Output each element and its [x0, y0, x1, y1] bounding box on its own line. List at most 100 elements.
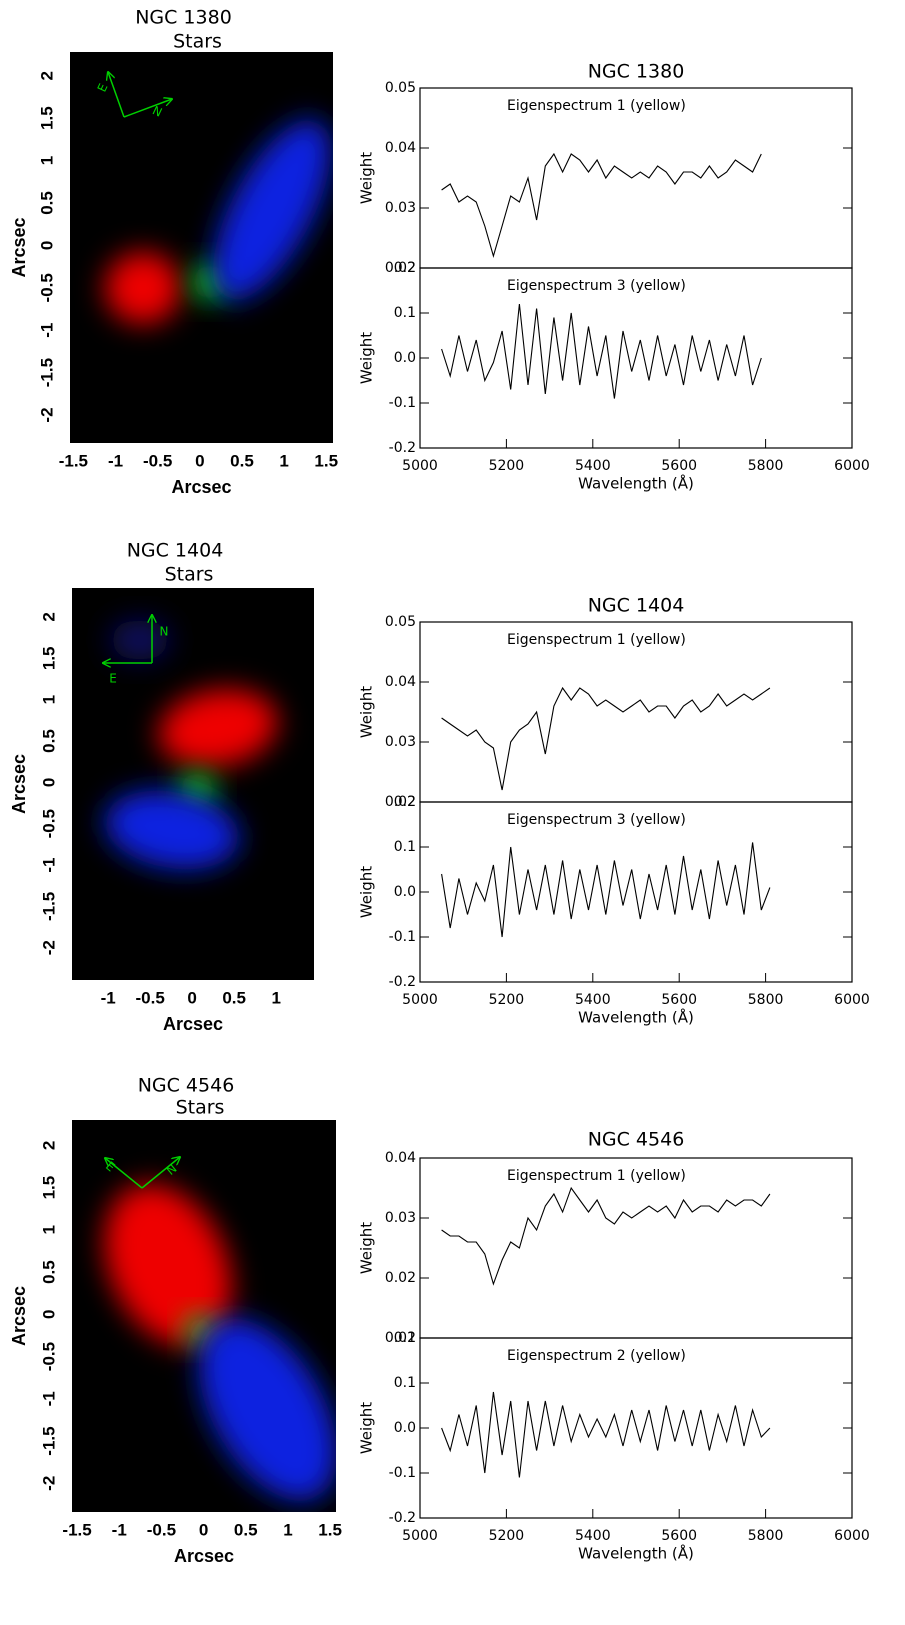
- y-axis-label: Weight: [358, 686, 376, 738]
- x-tick-label: 0.5: [230, 451, 254, 470]
- y-tick-label: 0.05: [385, 80, 416, 96]
- annotation: Eigenspectrum 3 (yellow): [507, 278, 686, 294]
- x-tick-label: 5000: [402, 992, 438, 1008]
- x-tick-label: 0: [187, 988, 196, 1007]
- y-tick-label: 0: [37, 241, 56, 250]
- y-axis-label: Weight: [358, 866, 376, 918]
- x-tick-label: 6000: [834, 458, 870, 474]
- spectrum-line: [441, 686, 771, 791]
- y-axis-label: Weight: [358, 332, 376, 384]
- compass-east: [108, 72, 125, 118]
- x-tick-label: -1: [112, 1520, 127, 1539]
- annotation: Eigenspectrum 1 (yellow): [507, 1168, 686, 1184]
- y-axis-label: Arcsec: [9, 754, 29, 814]
- map-image: [105, 119, 331, 324]
- x-tick-label: 5800: [748, 992, 784, 1008]
- spectrum-line: [441, 1186, 771, 1286]
- spectrum-line: [441, 1391, 771, 1478]
- x-tick-label: 5800: [748, 1528, 784, 1544]
- y-tick-label: -0.2: [389, 440, 416, 456]
- y-tick-label: 0.0: [394, 350, 416, 366]
- x-axis-label: Wavelength (Å): [578, 1544, 694, 1563]
- y-tick-label: 1.5: [39, 646, 58, 670]
- compass-north: [141, 1157, 180, 1189]
- x-tick-label: 0: [199, 1520, 208, 1539]
- x-tick-label: -1.5: [62, 1520, 91, 1539]
- x-tick-label: 5600: [661, 458, 697, 474]
- y-tick-label: -1: [37, 323, 56, 338]
- y-tick-label: 2: [37, 71, 56, 80]
- emission-blob: [158, 689, 278, 767]
- emission-blob: [198, 1319, 336, 1501]
- y-tick-label: -0.1: [389, 1465, 416, 1481]
- y-tick-label: -0.2: [389, 1510, 416, 1526]
- x-tick-label: 1.5: [318, 1520, 342, 1539]
- y-tick-label: -0.5: [37, 273, 56, 302]
- plot-frame: [419, 87, 853, 269]
- map-image: [104, 1184, 336, 1501]
- y-tick-label: 0.0: [394, 884, 416, 900]
- annotation: Eigenspectrum 2 (yellow): [507, 1348, 686, 1364]
- emission-blob: [213, 119, 331, 301]
- x-axis-label: Wavelength (Å): [578, 474, 694, 493]
- x-axis-label: Arcsec: [171, 477, 231, 497]
- x-tick-label: 5200: [489, 992, 525, 1008]
- chart-title: NGC 1380: [588, 61, 685, 83]
- y-tick-label: -1.5: [39, 1426, 58, 1455]
- annotation: Eigenspectrum 1 (yellow): [507, 632, 686, 648]
- x-tick-label: 0.5: [222, 988, 246, 1007]
- compass-north: [123, 99, 172, 118]
- y-tick-label: 0.0: [394, 1420, 416, 1436]
- y-tick-label: -1: [39, 857, 58, 872]
- y-tick-label: 2: [39, 1141, 58, 1150]
- y-tick-label: -2: [39, 1476, 58, 1491]
- y-tick-label: -1: [39, 1391, 58, 1406]
- y-tick-label: 0.02: [385, 260, 416, 276]
- y-tick-label: -2: [37, 407, 56, 422]
- y-axis-label: Arcsec: [9, 217, 29, 277]
- spectrum-line: [441, 842, 771, 938]
- x-tick-label: 6000: [834, 992, 870, 1008]
- emission-blob: [104, 1184, 232, 1346]
- y-tick-label: 0: [39, 778, 58, 787]
- plot-frame: [419, 1157, 853, 1339]
- y-tick-label: 0.5: [39, 1260, 58, 1284]
- x-axis-label: Arcsec: [174, 1546, 234, 1566]
- y-tick-label: 2: [39, 612, 58, 621]
- spectrum-line: [441, 303, 762, 399]
- y-tick-label: 0.04: [385, 674, 416, 690]
- x-tick-label: 0.5: [234, 1520, 258, 1539]
- y-tick-label: 1: [39, 695, 58, 704]
- x-tick-label: 5600: [661, 1528, 697, 1544]
- map-title: NGC 1380: [135, 7, 232, 29]
- x-tick-label: -0.5: [143, 451, 172, 470]
- compass-east-label: E: [109, 672, 117, 686]
- map-image: [104, 620, 278, 870]
- x-tick-label: 5800: [748, 458, 784, 474]
- y-tick-label: 1.5: [39, 1176, 58, 1200]
- y-tick-label: 0.2: [394, 794, 416, 810]
- y-tick-label: 0.02: [385, 1270, 416, 1286]
- x-tick-label: 5600: [661, 992, 697, 1008]
- x-tick-label: 5200: [489, 458, 525, 474]
- y-axis-label: Weight: [358, 1222, 376, 1274]
- x-tick-label: 5400: [575, 458, 611, 474]
- y-tick-label: 1.5: [37, 106, 56, 130]
- emission-blob: [105, 252, 181, 324]
- x-tick-label: 1: [279, 451, 288, 470]
- annotation: Eigenspectrum 1 (yellow): [507, 98, 686, 114]
- y-tick-label: 0.01: [385, 1330, 416, 1346]
- y-tick-label: 0.1: [394, 305, 416, 321]
- x-tick-label: -0.5: [147, 1520, 176, 1539]
- y-tick-label: 0: [39, 1310, 58, 1319]
- y-tick-label: -1.5: [39, 892, 58, 921]
- x-tick-label: -0.5: [135, 988, 164, 1007]
- y-tick-label: 0.04: [385, 1150, 416, 1166]
- y-tick-label: -0.1: [389, 395, 416, 411]
- x-tick-label: 1.5: [314, 451, 338, 470]
- map-title: NGC 1404: [127, 540, 224, 562]
- y-tick-label: 0.02: [385, 794, 416, 810]
- y-tick-label: 0.05: [385, 614, 416, 630]
- y-axis-label: Weight: [358, 1402, 376, 1454]
